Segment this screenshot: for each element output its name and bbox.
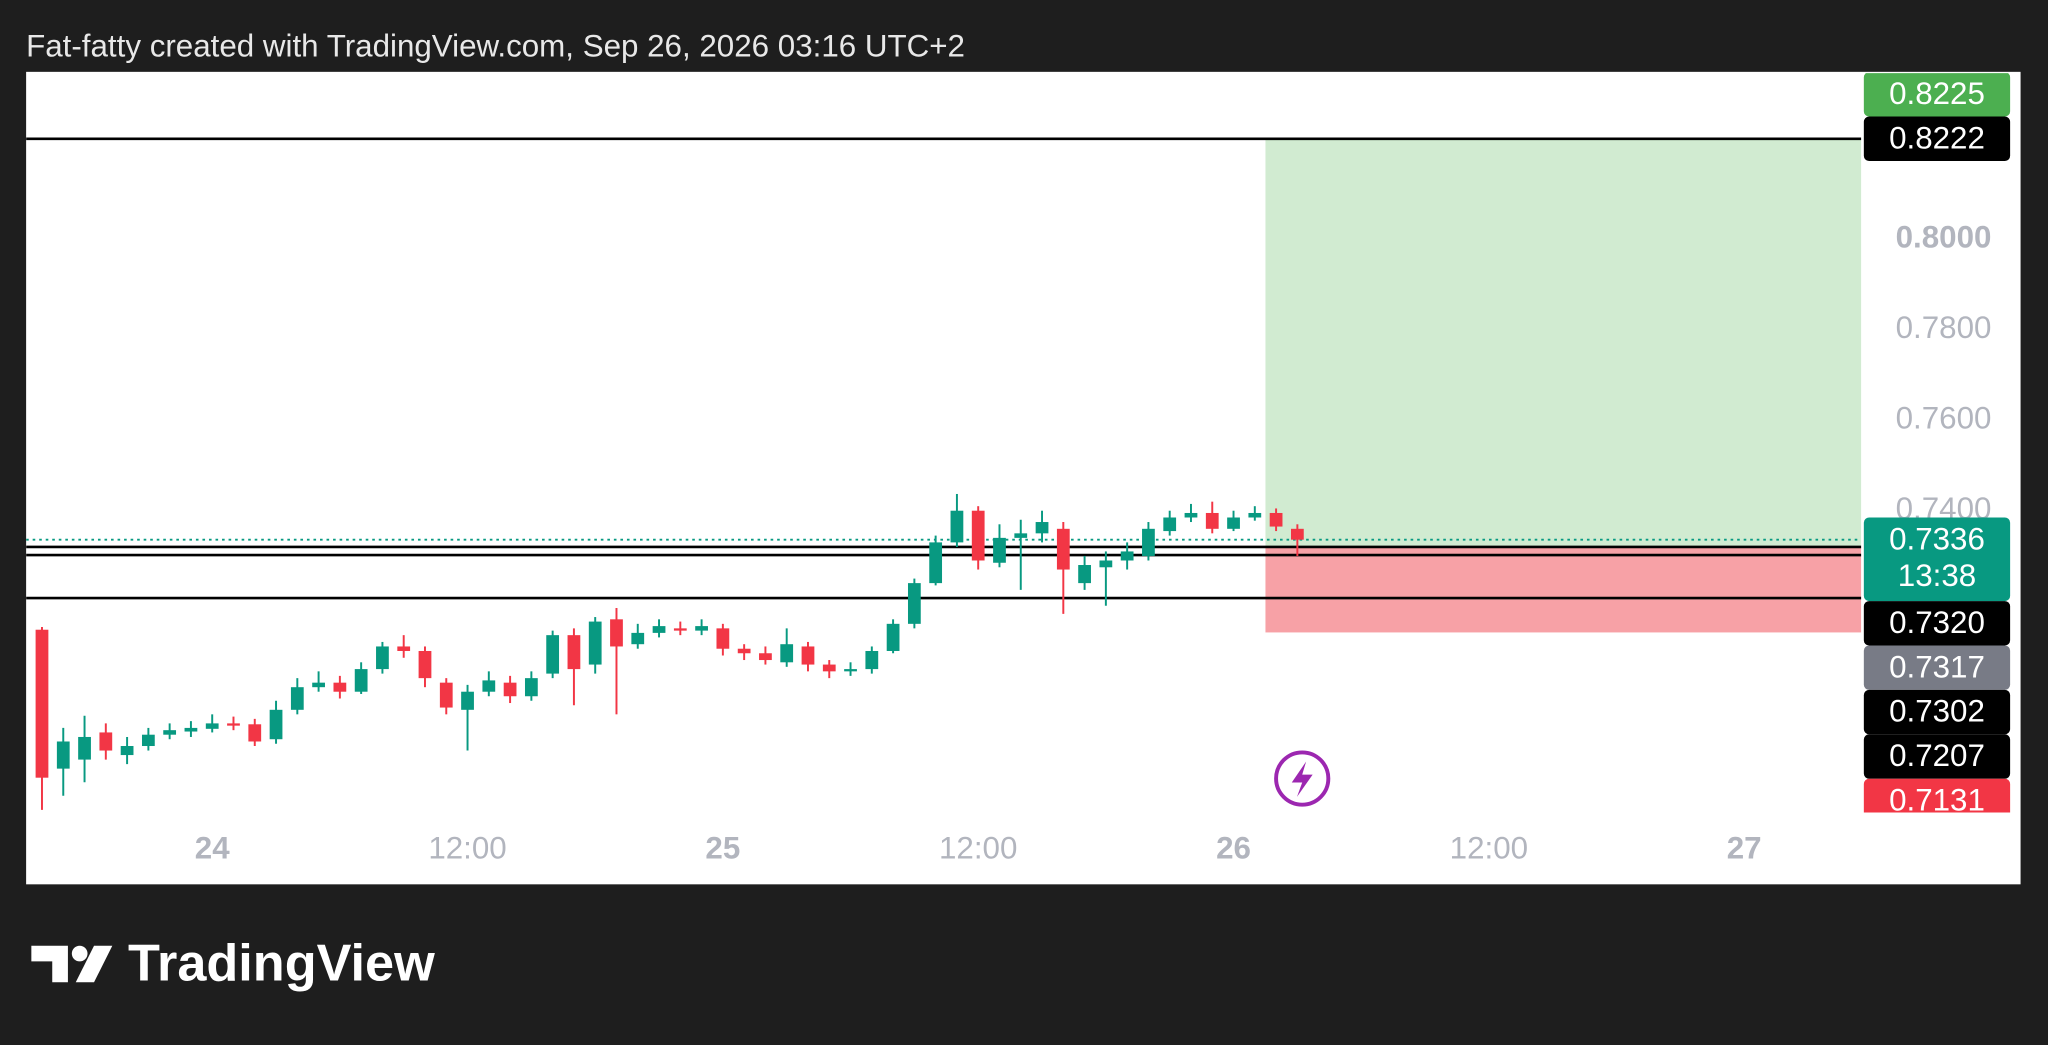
candle-body — [1035, 522, 1049, 534]
price-label: 0.7317 — [1889, 649, 1985, 684]
y-tick-label: 0.7800 — [1896, 310, 1992, 345]
price-label-box — [1863, 689, 2011, 735]
price-label: 0.7320 — [1889, 605, 1985, 640]
candle-body — [886, 623, 900, 651]
candle-body — [907, 583, 921, 624]
candle-body — [163, 730, 177, 735]
x-tick-label: 12:00 — [428, 831, 506, 866]
candle-body — [1184, 512, 1198, 518]
candle-body — [312, 682, 325, 688]
brand-logo: TradingView — [31, 934, 435, 992]
position-loss-zone — [1265, 546, 1862, 633]
candle-body — [1163, 517, 1177, 532]
candle-body — [673, 628, 687, 631]
candle-body — [546, 635, 560, 674]
candle-body — [503, 682, 517, 697]
x-tick-label: 26 — [1216, 831, 1251, 866]
candle-body — [248, 724, 262, 742]
price-label: 0.7302 — [1889, 694, 1985, 729]
candle-body — [1227, 517, 1240, 529]
x-tick-label: 27 — [1727, 831, 1762, 866]
candle-body — [482, 680, 496, 692]
candle-body — [567, 635, 581, 670]
price-label: 0.7207 — [1889, 738, 1985, 773]
candle-body — [56, 741, 70, 769]
price-label: 0.7131 — [1889, 783, 1985, 818]
candle-body — [1205, 512, 1219, 529]
candle-body — [1014, 533, 1028, 538]
candle-body — [759, 653, 772, 661]
brand-name: TradingView — [128, 934, 435, 992]
candle-body — [397, 646, 411, 651]
price-label: 0.8222 — [1889, 120, 1985, 155]
candle-body — [610, 619, 623, 647]
candle-body — [1142, 528, 1155, 556]
candle-body — [716, 628, 730, 649]
candle-body — [1056, 528, 1070, 570]
candle-body — [1269, 512, 1283, 527]
x-tick-label: 12:00 — [939, 831, 1017, 866]
price-label-box — [1863, 517, 2011, 602]
price-label-box — [1863, 645, 2011, 690]
candle-body — [269, 709, 283, 740]
price-label: 0.7336 — [1889, 521, 1985, 556]
candle-body — [461, 691, 474, 710]
candle-body — [652, 626, 666, 633]
candle-body — [1248, 512, 1262, 518]
candle-body — [439, 682, 453, 708]
candle-body — [290, 687, 304, 710]
candle-body — [1290, 528, 1304, 540]
price-label-box — [1863, 778, 2011, 813]
candle-body — [950, 510, 964, 543]
candle-body — [695, 626, 708, 631]
candle-body — [141, 734, 155, 747]
candle-body — [801, 646, 815, 665]
candle-body — [333, 682, 347, 692]
candle-body — [929, 542, 943, 584]
candle-body — [78, 736, 91, 760]
candle-body — [822, 664, 836, 672]
candle-body — [120, 746, 134, 756]
y-tick-label: 0.7600 — [1896, 400, 1992, 435]
candle-body — [35, 629, 49, 778]
candle-body — [184, 727, 198, 732]
candle-body — [1120, 551, 1134, 561]
position-profit-zone — [1265, 138, 1862, 547]
candle-body — [993, 537, 1006, 563]
candle-body — [99, 732, 113, 751]
time-axis: 24 12:00 25 12:00 26 12:00 27 — [195, 831, 1762, 866]
candle-body — [354, 669, 368, 692]
y-tick-label: 0.8000 — [1896, 219, 1992, 254]
candle-body — [1078, 565, 1091, 584]
candle-body — [418, 650, 432, 679]
candle-body — [844, 669, 857, 672]
candle-body — [227, 723, 240, 726]
candle-body — [1099, 560, 1113, 568]
price-label-box — [1863, 73, 2011, 117]
lightning-icon — [1274, 750, 1331, 807]
plot-area — [26, 137, 1862, 810]
candle-body — [737, 648, 751, 654]
x-tick-label: 12:00 — [1450, 831, 1528, 866]
candle-body — [865, 650, 879, 670]
price-label-box — [1863, 734, 2011, 779]
price-label: 0.8225 — [1889, 76, 1985, 111]
candle-body — [780, 644, 794, 663]
x-tick-label: 25 — [705, 831, 740, 866]
price-label-box — [1863, 116, 2011, 161]
candle-body — [588, 621, 602, 665]
candle-body — [524, 678, 538, 697]
candle-body — [971, 510, 985, 561]
candle-body — [631, 632, 645, 645]
candle-body — [205, 723, 219, 729]
countdown: 13:38 — [1898, 558, 1976, 593]
header: Fat-fatty created with TradingView.com, … — [26, 29, 965, 64]
price-label-box — [1863, 601, 2011, 646]
x-tick-label: 24 — [195, 831, 230, 866]
candle-body — [376, 646, 389, 670]
